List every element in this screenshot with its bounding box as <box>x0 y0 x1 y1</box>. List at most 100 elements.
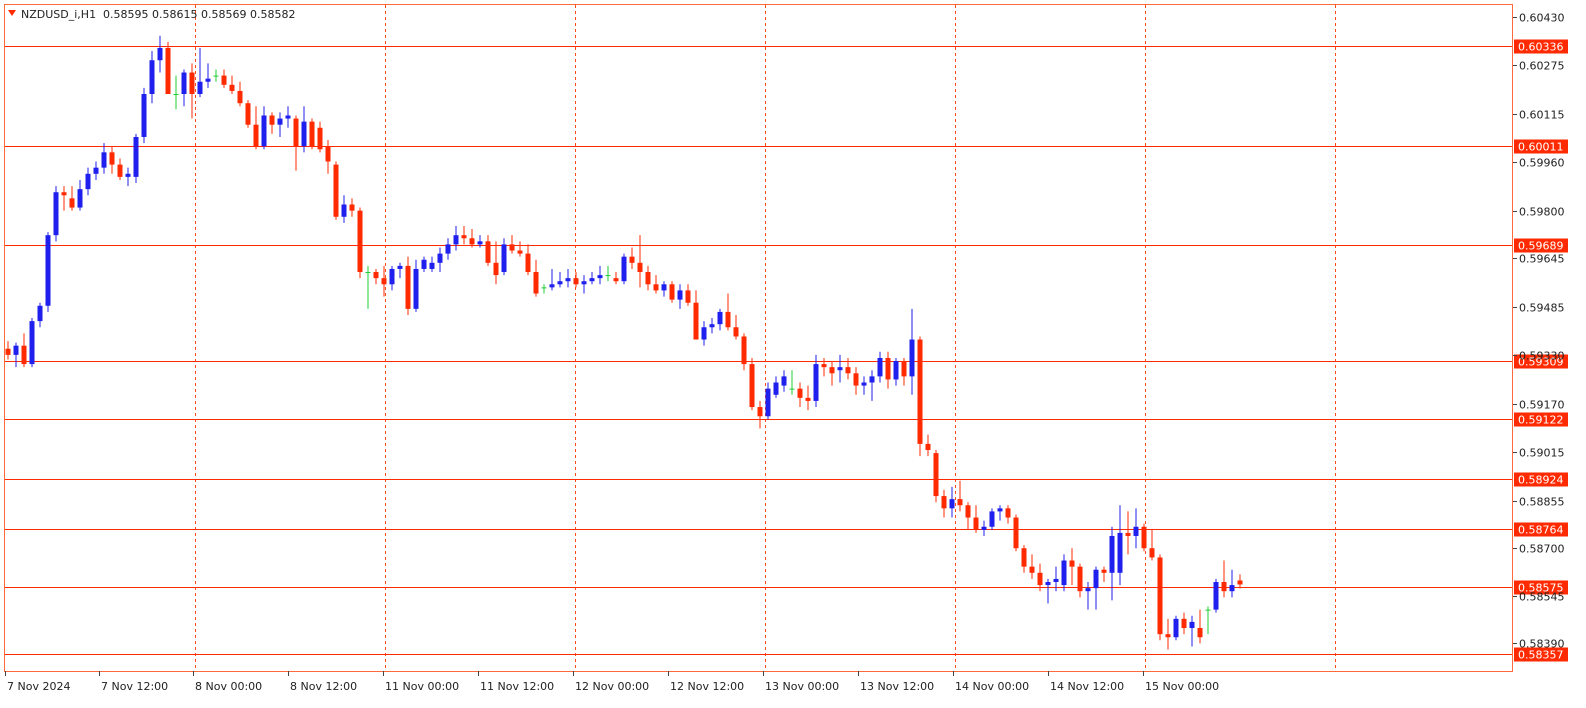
candle <box>421 256 427 273</box>
candle <box>869 370 875 401</box>
ohlc-readout: 0.58595 0.58615 0.58569 0.58582 <box>103 8 295 21</box>
candle-body <box>669 284 675 300</box>
candle-body <box>173 94 179 96</box>
candle <box>277 112 283 137</box>
candle <box>1213 578 1219 613</box>
candle <box>885 351 891 389</box>
candle-body <box>1229 585 1235 592</box>
candle <box>685 284 691 306</box>
candle <box>1109 526 1115 601</box>
x-tick-label: 7 Nov 12:00 <box>101 680 168 693</box>
x-tick-label: 11 Nov 12:00 <box>480 680 554 693</box>
candle-body <box>205 78 211 82</box>
candle <box>789 370 795 395</box>
candle-body <box>165 47 171 95</box>
symbol-dropdown-triangle-icon[interactable] <box>8 10 16 16</box>
candle <box>197 47 203 98</box>
candle-body <box>1125 532 1131 536</box>
candle <box>85 167 91 196</box>
candle-body <box>1053 578 1059 582</box>
candle-body <box>1205 609 1211 611</box>
y-tick-label: 0.58700 <box>1519 543 1565 556</box>
candle <box>1013 514 1019 552</box>
level-price-label: 0.60011 <box>1518 141 1564 154</box>
candle <box>453 225 459 251</box>
candle <box>301 106 307 153</box>
candle <box>661 281 667 297</box>
level-price-label: 0.58575 <box>1518 582 1564 595</box>
level-price-label: 0.60336 <box>1518 41 1564 54</box>
y-tick-label: 0.59485 <box>1519 302 1565 315</box>
candle <box>357 207 363 279</box>
candle <box>173 75 179 110</box>
candle <box>493 241 499 285</box>
candle-body <box>461 235 467 239</box>
candle-body <box>973 517 979 530</box>
candle-body <box>301 121 307 147</box>
candle-body <box>133 136 139 177</box>
candle-body <box>405 265 411 309</box>
candle <box>1149 529 1155 561</box>
candle <box>469 229 475 248</box>
candle-body <box>837 367 843 371</box>
candle <box>205 63 211 88</box>
candle-body <box>933 453 939 497</box>
candle-body <box>949 499 955 509</box>
candle <box>1133 508 1139 549</box>
candle-body <box>1197 628 1203 638</box>
candle-body <box>293 118 299 147</box>
candle <box>485 235 491 266</box>
candle <box>837 354 843 383</box>
candle <box>725 293 731 331</box>
candle <box>613 272 619 285</box>
candle-body <box>797 388 803 398</box>
candle-body <box>1133 526 1139 536</box>
candle <box>1093 566 1099 610</box>
candle <box>269 112 275 134</box>
candle <box>213 69 219 82</box>
candle-body <box>645 272 651 285</box>
candle-body <box>325 146 331 162</box>
y-tick-label: 0.59330 <box>1519 350 1565 363</box>
candle-body <box>29 321 35 365</box>
candle <box>677 284 683 309</box>
candle-body <box>245 103 251 125</box>
candle-body <box>773 382 779 395</box>
candle-body <box>925 443 931 451</box>
candle-body <box>1029 566 1035 573</box>
candle-body <box>917 339 923 444</box>
candle <box>1045 578 1051 604</box>
level-price-tag <box>1514 647 1568 662</box>
candle-body <box>557 281 563 285</box>
candle-body <box>485 241 491 263</box>
candle <box>733 314 739 340</box>
candle-body <box>1005 508 1011 518</box>
candle <box>981 520 987 536</box>
candle <box>389 265 395 291</box>
x-tick-label: 8 Nov 12:00 <box>290 680 357 693</box>
candle-body <box>1101 569 1107 573</box>
candle-body <box>789 388 795 390</box>
y-tick-label: 0.59800 <box>1519 206 1565 219</box>
candle <box>565 268 571 288</box>
candle-body <box>237 90 243 104</box>
candle <box>901 357 907 386</box>
candle-body <box>621 256 627 282</box>
candle-body <box>453 235 459 245</box>
candle <box>381 265 387 297</box>
horizontal-levels-layer[interactable] <box>5 46 1512 655</box>
candle-body <box>1221 581 1227 592</box>
candle-body <box>1149 548 1155 558</box>
candle-body <box>277 118 283 125</box>
candle-body <box>1045 581 1051 586</box>
candle-body <box>1173 618 1179 638</box>
candle <box>341 195 347 223</box>
candle <box>517 241 523 257</box>
candle <box>541 284 547 294</box>
candle-body <box>1093 569 1099 589</box>
level-price-label: 0.59122 <box>1518 414 1564 427</box>
candle <box>637 235 643 288</box>
candle <box>237 81 243 107</box>
candle-body <box>781 376 787 386</box>
